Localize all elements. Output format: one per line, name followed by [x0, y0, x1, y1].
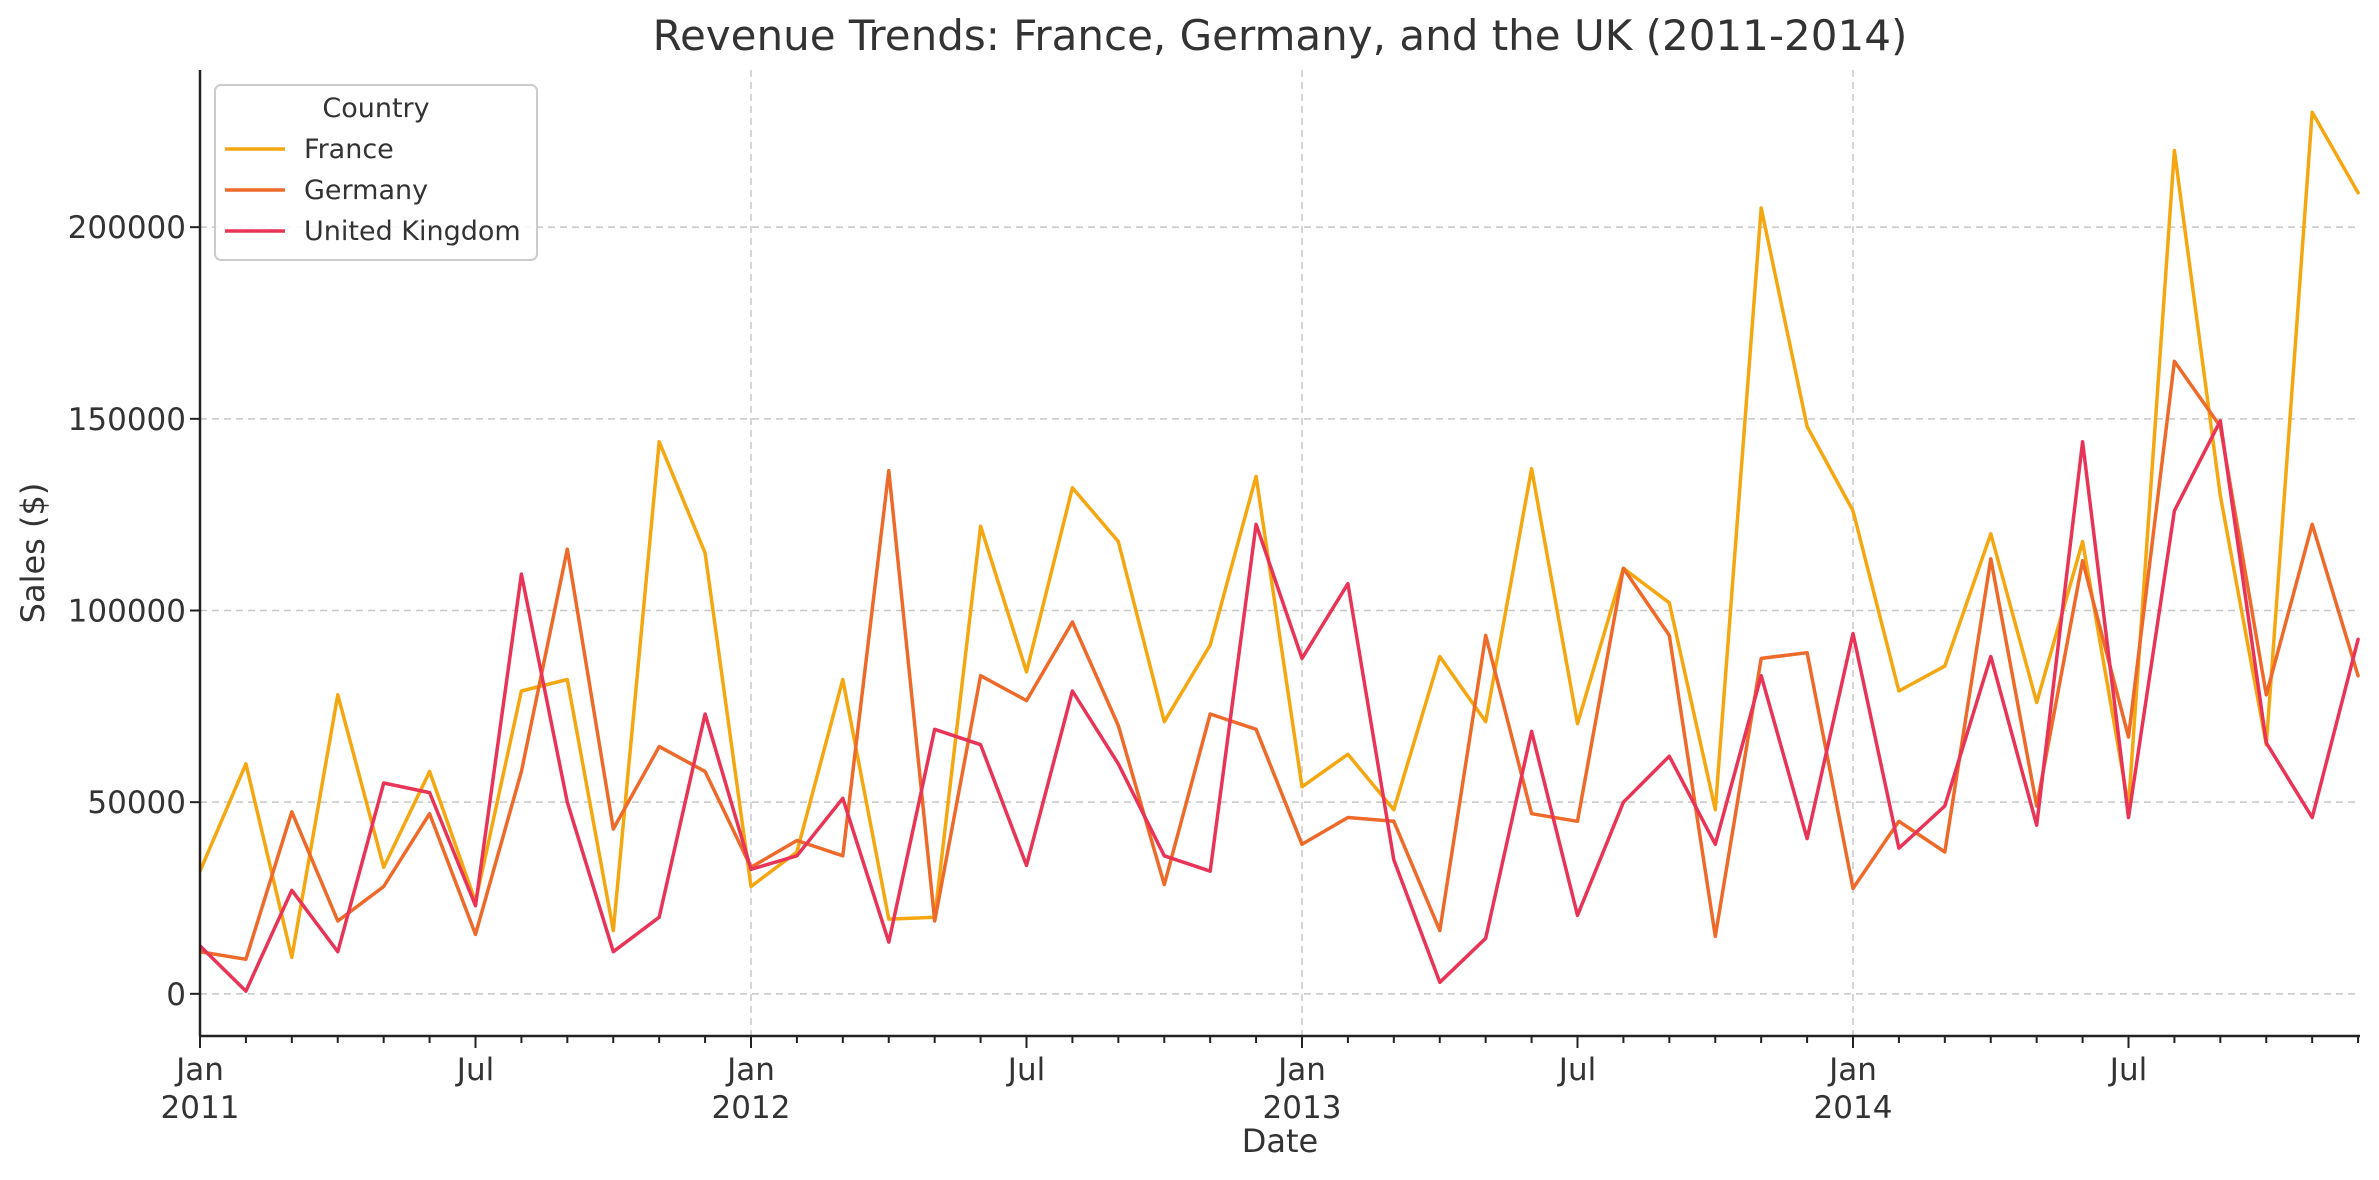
x-tick-year-label: 2011 — [161, 1090, 240, 1126]
x-tick-label: Jan — [725, 1052, 775, 1088]
legend-title: Country — [322, 93, 429, 124]
x-tick-year-label: 2012 — [712, 1090, 791, 1126]
gridlines — [200, 70, 2360, 1036]
y-axis-label: Sales ($) — [14, 483, 52, 624]
series-lines — [200, 110, 2360, 993]
x-tick-year-label: 2014 — [1814, 1090, 1893, 1126]
y-tick-label: 50000 — [87, 785, 186, 821]
legend-label-germany: Germany — [304, 175, 428, 206]
x-tick-label: Jul — [2108, 1052, 2147, 1088]
x-tick-label: Jan — [174, 1052, 224, 1088]
axes — [198, 70, 2360, 1038]
legend-entries: France Germany United Kingdom — [225, 134, 521, 247]
x-tick-label: Jul — [455, 1052, 494, 1088]
x-tick-label: Jul — [1557, 1052, 1596, 1088]
x-tick-label: Jan — [1276, 1052, 1326, 1088]
y-tick-label: 100000 — [68, 594, 186, 630]
series-line-united-kingdom — [200, 419, 2360, 993]
legend-box — [214, 84, 538, 261]
x-tick-label: Jan — [1827, 1052, 1877, 1088]
legend: Country France Germany United Kingdom — [214, 84, 538, 261]
x-tick-year-label: 2013 — [1263, 1090, 1342, 1126]
x-tick-label: Jul — [1006, 1052, 1045, 1088]
y-tick-label: 0 — [166, 977, 186, 1013]
chart-title: Revenue Trends: France, Germany, and the… — [653, 11, 1908, 60]
y-tick-label: 150000 — [68, 402, 186, 438]
legend-label-france: France — [304, 134, 394, 165]
series-line-germany — [200, 359, 2360, 962]
y-axis-ticks: 0 50000 100000 150000 200000 — [68, 210, 200, 1013]
legend-label-united-kingdom: United Kingdom — [304, 216, 521, 247]
series-line-france — [200, 110, 2360, 960]
x-axis-label: Date — [1242, 1122, 1318, 1160]
y-tick-label: 200000 — [68, 210, 186, 246]
